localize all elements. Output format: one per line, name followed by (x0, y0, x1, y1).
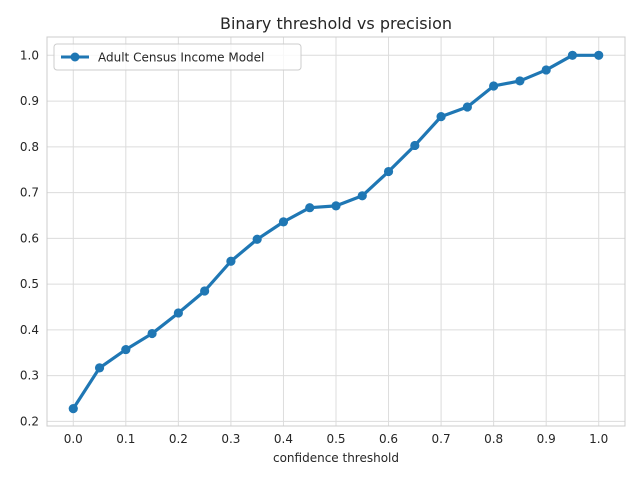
y-tick-label: 0.5 (20, 277, 39, 291)
data-point (594, 50, 604, 60)
data-point (357, 191, 367, 201)
plot-frame (46, 36, 626, 427)
y-tick-label: 0.2 (20, 414, 39, 428)
data-point (515, 76, 525, 86)
x-tick-label: 0.6 (379, 432, 398, 446)
data-point (147, 328, 157, 339)
data-point (173, 308, 183, 318)
x-tick-label: 0.3 (221, 432, 240, 446)
legend-entry: Adult Census Income Model (98, 51, 264, 65)
x-tick-label: 0.7 (432, 432, 451, 446)
x-tick-label: 0.8 (484, 432, 503, 446)
data-point (383, 166, 394, 177)
y-tick-label: 0.7 (20, 186, 39, 200)
x-tick-label: 0.5 (326, 432, 345, 446)
x-tick-label: 1.0 (589, 432, 608, 446)
y-tick-label: 0.8 (20, 140, 39, 154)
y-tick-label: 0.4 (20, 323, 39, 337)
y-tick-label: 0.9 (20, 94, 39, 108)
series-layer (68, 50, 604, 414)
y-tick-label: 1.0 (20, 48, 39, 62)
y-tick-labels: 0.2 0.3 0.4 0.5 0.6 0.7 0.8 0.9 1.0 (20, 48, 39, 428)
legend: Adult Census Income Model (53, 43, 302, 71)
x-tick-label: 0.2 (169, 432, 188, 446)
x-axis-label: confidence threshold (273, 451, 399, 465)
x-tick-label: 0.1 (116, 432, 135, 446)
y-gridlines (47, 54, 625, 422)
data-point (331, 201, 341, 211)
data-point (121, 344, 131, 355)
data-point (94, 363, 105, 373)
data-point (436, 112, 446, 122)
legend-box (53, 43, 302, 71)
x-tick-label: 0.9 (537, 432, 556, 446)
x-gridlines (72, 37, 600, 426)
data-point (410, 140, 420, 151)
y-tick-label: 0.3 (20, 369, 39, 383)
x-tick-label: 0.4 (274, 432, 293, 446)
data-point (68, 404, 78, 414)
data-point (200, 286, 210, 296)
data-point (226, 256, 236, 266)
data-point (305, 203, 315, 213)
x-tick-labels: 0.0 0.1 0.2 0.3 0.4 0.5 0.6 0.7 0.8 0.9 1.0 (64, 432, 609, 446)
data-point (278, 217, 289, 227)
data-point (489, 81, 499, 91)
legend-marker-swatch (70, 52, 80, 62)
x-tick-label: 0.0 (64, 432, 83, 446)
y-tick-label: 0.6 (20, 231, 39, 245)
chart-title: Binary threshold vs precision (220, 14, 452, 33)
data-point (252, 234, 262, 244)
data-point (567, 50, 578, 60)
data-point (541, 65, 551, 75)
data-point (462, 102, 472, 112)
